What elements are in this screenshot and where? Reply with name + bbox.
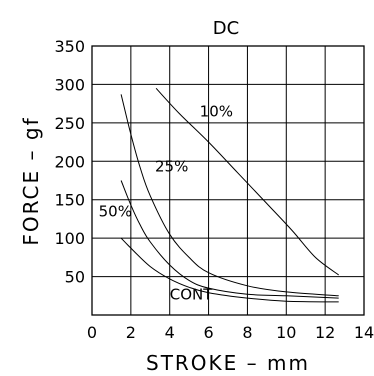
y-tick-label: 250 [54, 114, 85, 133]
x-axis-label: STROKE – mm [146, 351, 310, 375]
x-tick-label: 2 [126, 323, 136, 342]
x-tick-label: 4 [165, 323, 175, 342]
curves [120, 87, 340, 303]
series-label: CONT [170, 286, 214, 304]
y-tick-label: 50 [65, 268, 85, 287]
y-tick-labels: 50 100 150 200 250 300 350 [54, 37, 85, 287]
y-axis-label: FORCE – gf [19, 116, 43, 245]
grid [92, 46, 364, 315]
x-tick-labels: 0 2 4 6 8 10 12 14 [87, 323, 374, 342]
x-tick-label: 6 [203, 323, 213, 342]
x-tick-label: 0 [87, 323, 97, 342]
x-tick-label: 10 [276, 323, 296, 342]
chart-title: DC [213, 18, 239, 39]
series-line-10pct [155, 87, 340, 276]
y-tick-label: 150 [54, 191, 85, 210]
series-label: 25% [155, 157, 188, 175]
series-labels: 10% 25% 50% CONT [99, 103, 233, 304]
y-tick-label: 100 [54, 229, 85, 248]
x-tick-label: 12 [315, 323, 335, 342]
plot-frame [91, 45, 365, 316]
series-line-50pct [120, 180, 339, 299]
y-tick-label: 200 [54, 152, 85, 171]
series-line-25pct [120, 94, 339, 297]
x-tick-label: 14 [354, 323, 374, 342]
x-tick-label: 8 [242, 323, 252, 342]
series-label: 50% [99, 203, 132, 221]
y-tick-label: 300 [54, 75, 85, 94]
series-label: 10% [200, 103, 233, 121]
series-line-cont [120, 237, 339, 303]
y-tick-label: 350 [54, 37, 85, 56]
